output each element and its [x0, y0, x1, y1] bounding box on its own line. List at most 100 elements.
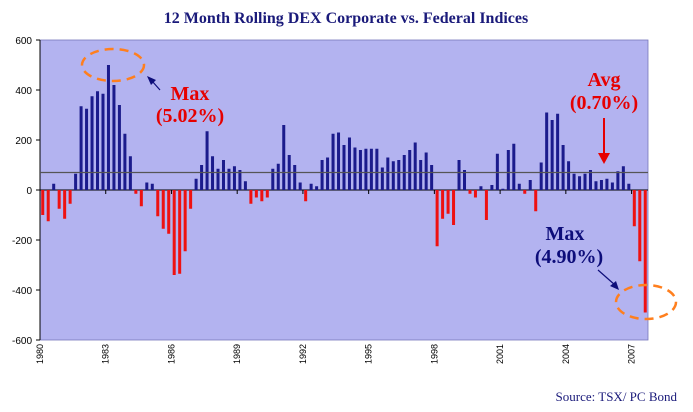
bar: [594, 181, 598, 190]
avg-label: Avg: [588, 69, 621, 91]
bar: [46, 190, 50, 222]
bar: [523, 190, 527, 194]
bar: [331, 133, 335, 190]
bar: [578, 176, 582, 190]
y-tick-label: -600: [12, 336, 32, 347]
x-tick-label: 2001: [495, 344, 505, 364]
bar: [621, 166, 625, 190]
bar: [599, 180, 603, 190]
bar: [380, 167, 384, 190]
bar: [194, 178, 198, 190]
bar: [221, 160, 225, 190]
max-highlight-ellipse-top: [80, 47, 146, 83]
bar: [227, 168, 231, 190]
bar: [463, 170, 467, 190]
bar: [638, 190, 642, 262]
bar: [358, 150, 362, 190]
bar: [375, 148, 379, 190]
bar: [632, 190, 636, 227]
bar: [534, 190, 538, 212]
bar: [353, 147, 357, 190]
bar: [337, 132, 341, 190]
bar: [556, 113, 560, 190]
bar: [419, 160, 423, 190]
y-tick-label: 600: [15, 36, 32, 47]
y-tick-label: 200: [15, 136, 32, 147]
x-tick-label: 1995: [364, 344, 374, 364]
bar: [74, 173, 78, 190]
avg-value: (0.70%): [570, 92, 638, 114]
bar: [254, 190, 258, 198]
bar: [495, 153, 499, 190]
x-tick-label: 1992: [298, 344, 308, 364]
bar: [550, 120, 554, 190]
bar: [468, 190, 472, 194]
bar: [172, 190, 176, 275]
bar: [457, 160, 461, 190]
bar: [52, 183, 56, 190]
bar: [134, 190, 138, 194]
bar: [249, 190, 253, 204]
bar: [490, 185, 494, 190]
bar: [41, 190, 45, 215]
bar: [561, 145, 565, 190]
bar: [408, 150, 412, 190]
bar: [68, 190, 72, 204]
bar: [298, 182, 302, 190]
max-top-value: (5.02%): [156, 105, 224, 127]
bar: [369, 148, 373, 190]
bar: [265, 190, 269, 198]
bar: [200, 165, 204, 190]
bar: [315, 186, 319, 190]
x-tick-label: 1980: [35, 344, 45, 364]
bar: [539, 162, 543, 190]
max-top-label: Max: [171, 83, 210, 105]
bar: [106, 65, 110, 190]
bar: [320, 160, 324, 190]
source-note: Source: TSX/ PC Bond: [556, 389, 678, 404]
bar: [473, 190, 477, 198]
bar: [616, 171, 620, 190]
bar: [293, 165, 297, 190]
bar: [347, 137, 351, 190]
bar: [627, 183, 631, 190]
bar: [610, 182, 614, 190]
bar: [424, 152, 428, 190]
bar: [63, 190, 67, 219]
bar: [128, 156, 132, 190]
x-tick-label: 1986: [166, 344, 176, 364]
bar: [430, 165, 434, 190]
bar: [90, 96, 94, 190]
bar: [512, 143, 516, 190]
bar: [588, 170, 592, 190]
bar: [123, 133, 127, 190]
x-tick-label: 1989: [232, 344, 242, 364]
bar: [446, 190, 450, 214]
bar: [85, 108, 89, 190]
bar: [96, 91, 100, 190]
bar: [232, 166, 236, 190]
bar: [243, 181, 247, 190]
bar: [216, 168, 220, 190]
bar: [452, 190, 456, 225]
bar: [501, 188, 505, 190]
bar: [57, 190, 61, 209]
x-tick-label: 1983: [101, 344, 111, 364]
max-bottom-value: (4.90%): [535, 246, 603, 268]
bar: [413, 142, 417, 190]
bar: [183, 190, 187, 252]
bar: [605, 178, 609, 190]
bar: [391, 161, 395, 190]
bar: [79, 106, 83, 190]
bar: [139, 190, 143, 207]
bar: [167, 190, 171, 234]
bar: [545, 112, 549, 190]
bar: [397, 160, 401, 190]
bar: [178, 190, 182, 274]
bar: [517, 183, 521, 190]
bar: [342, 145, 346, 190]
bar: [112, 85, 116, 190]
bar: [441, 190, 445, 219]
bar: [260, 190, 264, 202]
